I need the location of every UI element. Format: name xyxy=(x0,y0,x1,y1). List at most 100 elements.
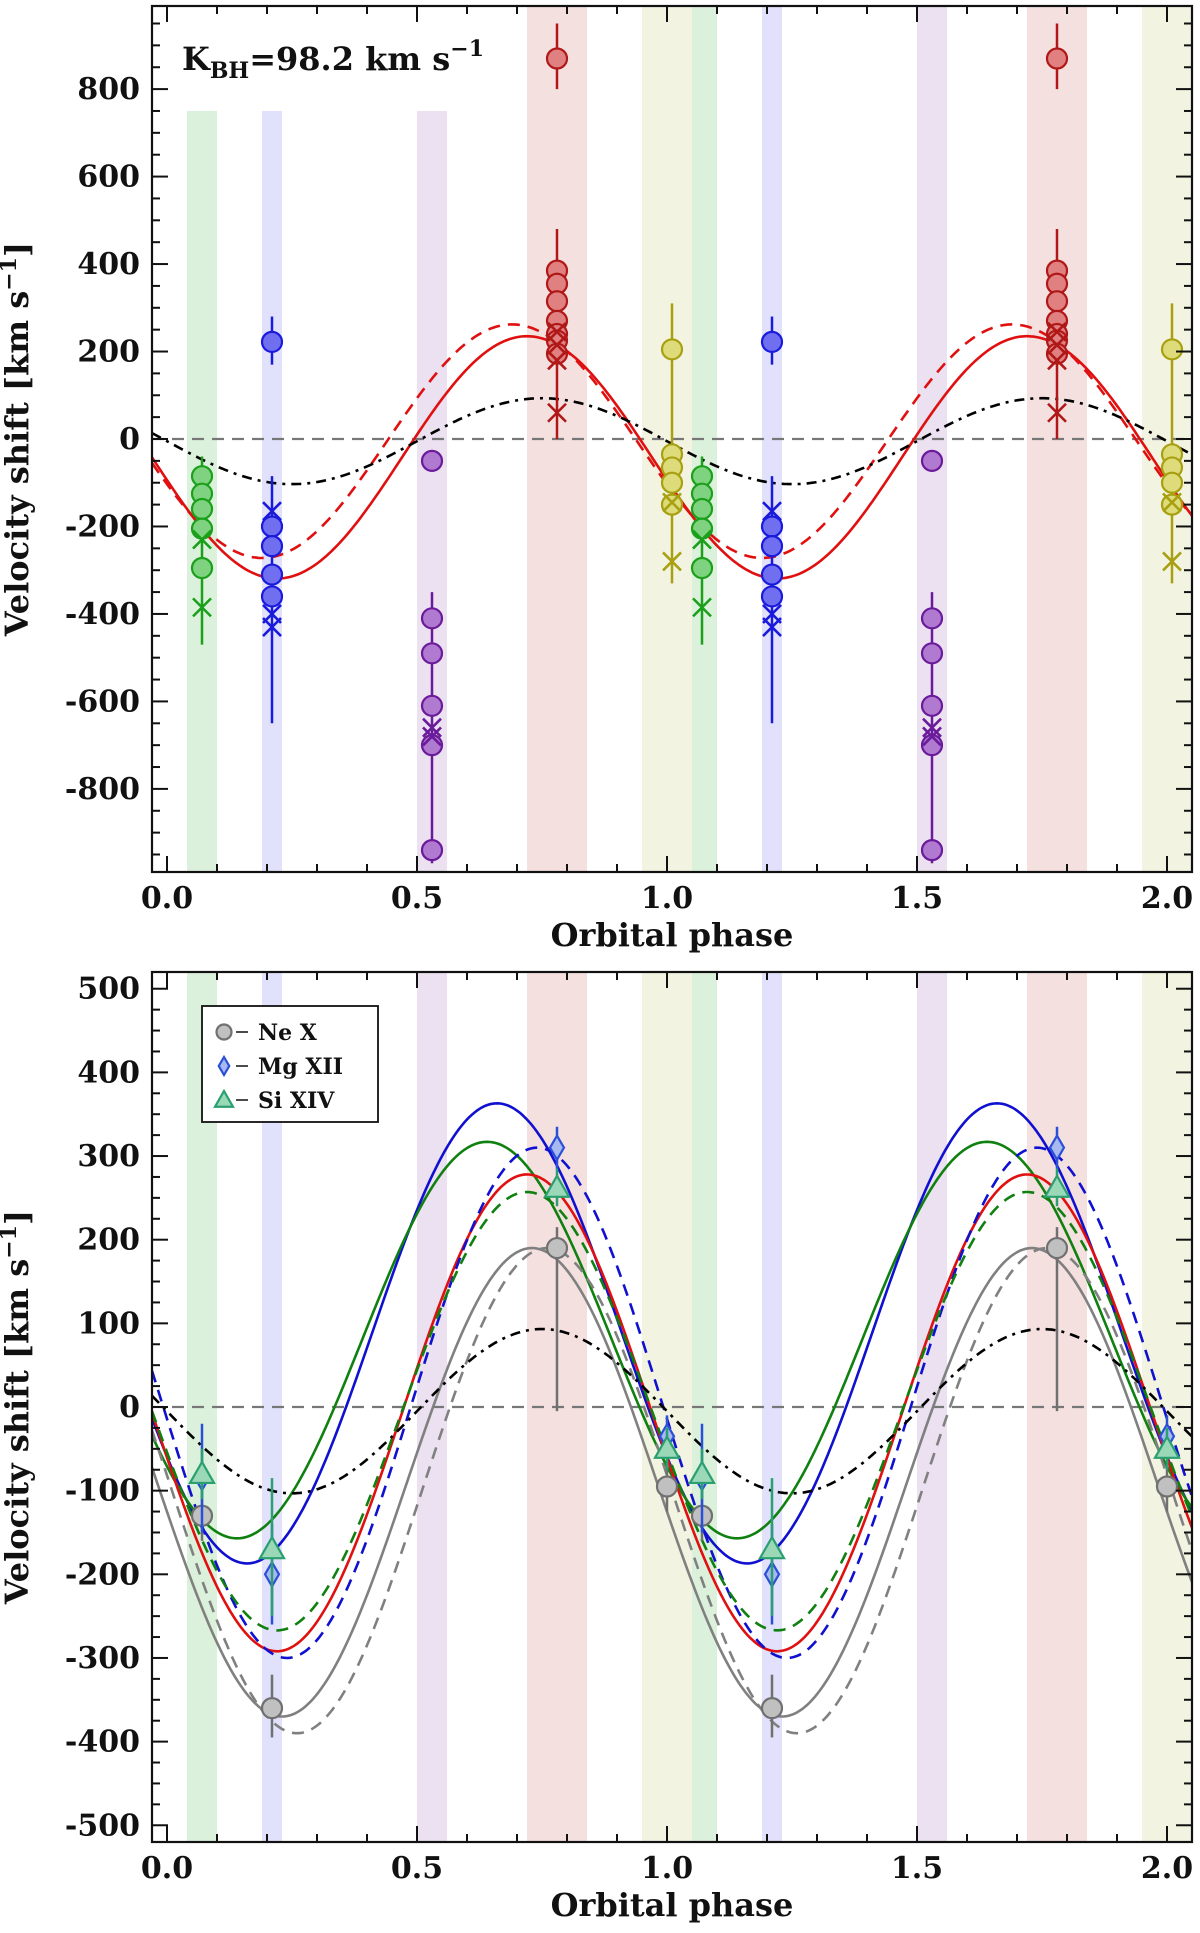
data-point xyxy=(1045,290,1069,313)
data-point xyxy=(920,642,944,665)
data-point xyxy=(1048,1133,1066,1162)
legend-label: Ne X xyxy=(258,1020,318,1046)
annotation-rest: =98.2 km s xyxy=(249,40,450,78)
data-cross xyxy=(692,529,712,550)
fit-gray-solid xyxy=(152,1246,1192,1718)
data-point xyxy=(1153,1434,1181,1459)
data-cross xyxy=(192,597,212,618)
x-tick-label: 1.0 xyxy=(641,881,693,916)
y-tick-label: 100 xyxy=(77,1306,140,1341)
data-cross xyxy=(662,492,682,513)
data-point xyxy=(420,449,444,472)
y-axis-label-main: Velocity shift [km s xyxy=(0,1259,36,1605)
group-blue-high xyxy=(260,316,284,365)
legend-label: Mg XII xyxy=(258,1054,343,1080)
data-point xyxy=(420,642,444,665)
y-axis-label: Velocity shift [km s−1] xyxy=(0,1210,36,1605)
annotation-k: K xyxy=(182,40,211,78)
data-point xyxy=(190,517,214,540)
y-tick-label: 800 xyxy=(77,72,140,107)
data-point xyxy=(543,1173,571,1198)
group-red-2 xyxy=(1045,229,1069,439)
y-tick-label: 500 xyxy=(77,972,140,1007)
x-tick-label: 0.5 xyxy=(391,881,443,916)
y-tick-label: -400 xyxy=(65,1725,140,1760)
data-point xyxy=(690,556,714,580)
data-point xyxy=(1160,471,1184,494)
group-red-high xyxy=(545,23,569,90)
y-axis-label: Velocity shift [km s−1] xyxy=(0,242,36,637)
data-point xyxy=(260,330,284,354)
data-cross xyxy=(192,529,212,550)
y-tick-label: -600 xyxy=(65,684,140,719)
data-cross xyxy=(1162,492,1182,513)
data-cross xyxy=(922,717,942,738)
x-tick-label: 2.0 xyxy=(1141,881,1193,916)
data-point xyxy=(760,1697,784,1720)
y-tick-label: -200 xyxy=(65,509,140,544)
data-point xyxy=(420,607,444,630)
data-point xyxy=(760,563,784,586)
y-axis-label-close: ] xyxy=(0,1210,36,1225)
data-point xyxy=(660,338,684,361)
y-tick-label: -400 xyxy=(65,597,140,632)
data-point xyxy=(920,694,944,717)
fit-red-solid xyxy=(152,1173,1192,1653)
data-cross xyxy=(262,501,282,522)
fit-green-dashed xyxy=(152,1190,1192,1632)
group-olive-2 xyxy=(1160,303,1184,584)
data-point xyxy=(760,585,784,608)
data-point xyxy=(1045,1236,1069,1260)
data-point xyxy=(548,1133,566,1162)
fit-black-dashdot xyxy=(152,1327,1192,1495)
data-point xyxy=(1160,338,1184,361)
group-green-2 xyxy=(690,456,714,645)
group-blue-2 xyxy=(760,476,784,724)
x-tick-label: 0.5 xyxy=(391,1851,443,1886)
x-tick-label: 0.0 xyxy=(141,1851,193,1886)
y-axis-label-sup: −1 xyxy=(0,1225,22,1259)
data-point xyxy=(190,497,214,521)
data-point xyxy=(690,517,714,540)
x-axis-label: Orbital phase xyxy=(551,1886,794,1924)
data-cross xyxy=(262,617,282,637)
x-axis-label: Orbital phase xyxy=(551,916,794,954)
data-point xyxy=(660,471,684,494)
data-point xyxy=(690,497,714,521)
group-olive xyxy=(660,303,684,584)
x-tick-label: 1.0 xyxy=(641,1851,693,1886)
data-point xyxy=(420,694,444,717)
group-blue xyxy=(260,476,284,724)
data-point xyxy=(760,330,784,354)
data-point xyxy=(260,585,284,608)
y-axis-label-sup: −1 xyxy=(0,257,22,291)
series-ne-x xyxy=(190,1227,1179,1738)
data-cross xyxy=(547,402,567,423)
data-cross xyxy=(762,617,782,637)
group-green xyxy=(190,456,214,645)
data-cross xyxy=(547,321,567,342)
data-cross xyxy=(692,597,712,618)
legend-marker xyxy=(217,1054,231,1078)
plot-area xyxy=(152,972,1192,1842)
data-point xyxy=(920,839,944,862)
group-red xyxy=(545,229,569,439)
legend-label: Si XIV xyxy=(258,1088,335,1114)
legend-marker xyxy=(213,1088,235,1108)
data-point xyxy=(655,1475,679,1498)
y-tick-label: 400 xyxy=(77,247,140,282)
x-tick-label: 2.0 xyxy=(1141,1851,1193,1886)
data-point xyxy=(260,563,284,586)
y-tick-label: -300 xyxy=(65,1641,140,1676)
x-tick-label: 1.5 xyxy=(891,881,943,916)
data-point xyxy=(1045,47,1069,70)
group-purple xyxy=(420,449,444,864)
y-tick-label: 200 xyxy=(77,1223,140,1258)
y-axis-label-main: Velocity shift [km s xyxy=(0,291,36,637)
plot-area xyxy=(152,6,1192,872)
bottom-panel: 0.0 0.5 1.0 1.5 2.0 -500 -400 -300 -200 -100 0 100 2… xyxy=(0,970,1193,1924)
y-tick-label: 0 xyxy=(119,422,140,457)
data-point xyxy=(420,839,444,862)
data-point xyxy=(190,556,214,580)
y-tick-label: 0 xyxy=(119,1390,140,1425)
